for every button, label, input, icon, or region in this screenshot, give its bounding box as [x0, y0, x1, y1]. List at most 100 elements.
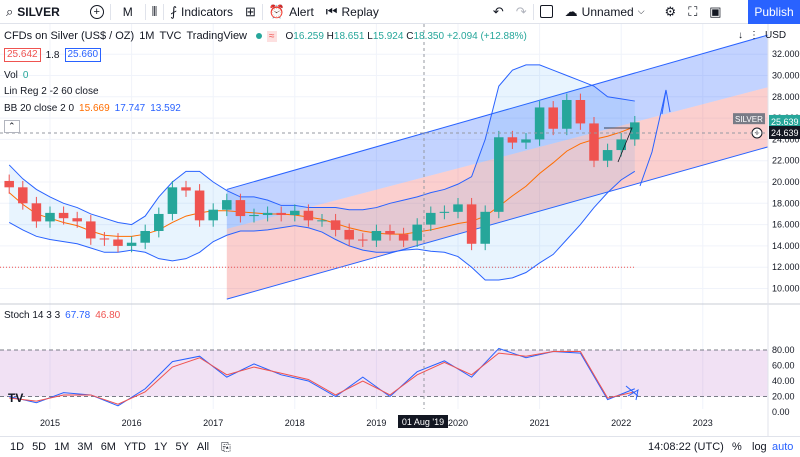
candle[interactable] [371, 224, 382, 247]
candle[interactable] [344, 223, 354, 246]
bb-lower-line[interactable] [8, 170, 636, 281]
candle[interactable] [194, 184, 205, 227]
chart-area[interactable]: 32.00030.00028.00026.00024.00022.00020.0… [0, 24, 800, 436]
range-button-6m[interactable]: 6M [100, 441, 116, 453]
candle[interactable] [480, 205, 490, 251]
candle[interactable] [466, 197, 477, 251]
candle[interactable] [181, 180, 191, 197]
candle[interactable] [562, 93, 572, 136]
range-button-1m[interactable]: 1M [54, 441, 70, 453]
candle[interactable] [18, 180, 28, 210]
chart-style-button[interactable]: ⫴ [146, 0, 163, 24]
candle[interactable] [126, 236, 137, 253]
candle[interactable] [521, 133, 531, 149]
arrow-down-icon[interactable]: ↓ [738, 30, 743, 41]
collapse-legend-button[interactable]: ⌃ [4, 120, 20, 133]
range-button-1y[interactable]: 1Y [153, 441, 168, 453]
layout-menu[interactable]: ☁ Unnamed ⌵ [559, 0, 651, 24]
candle[interactable] [330, 213, 341, 237]
candle[interactable] [507, 130, 518, 149]
interval-button[interactable]: M [111, 0, 145, 24]
sell-price-button[interactable]: 25.642 [4, 48, 41, 62]
candle[interactable] [113, 233, 123, 253]
select-layout-checkbox[interactable] [534, 0, 559, 24]
regression-lower-line[interactable] [226, 146, 769, 300]
bb-legend[interactable]: BB 20 close 2 0 15.669 17.747 13.592 [4, 103, 181, 114]
candle[interactable] [575, 93, 586, 130]
candle[interactable] [235, 193, 246, 223]
candle[interactable] [385, 224, 395, 241]
candle[interactable] [31, 196, 42, 228]
drawing-arrow-up[interactable] [639, 89, 667, 187]
log-toggle[interactable]: log [752, 441, 767, 453]
candle[interactable] [222, 193, 232, 217]
candle[interactable] [86, 215, 96, 245]
percent-toggle[interactable]: % [732, 441, 742, 453]
settings-button[interactable]: ⚙ [659, 0, 683, 24]
candle[interactable] [276, 206, 286, 222]
range-button-5y[interactable]: 5Y [175, 441, 189, 453]
volume-legend[interactable]: Vol 0 [4, 70, 28, 81]
candle[interactable] [58, 206, 69, 225]
drawing-stoch-arrow[interactable] [627, 388, 639, 401]
undo-button[interactable]: ↶ [487, 0, 510, 24]
range-button-5d[interactable]: 5D [32, 441, 47, 453]
candle[interactable] [140, 224, 150, 250]
candle[interactable] [72, 211, 82, 228]
auto-toggle[interactable]: auto [772, 441, 794, 453]
candle[interactable] [453, 197, 463, 219]
alert-button[interactable]: ⏰ Alert [263, 0, 320, 24]
candle[interactable] [208, 203, 218, 227]
candle[interactable] [317, 213, 327, 227]
drawing-triangle[interactable] [604, 127, 633, 163]
candle-body [31, 203, 42, 222]
compare-button[interactable]: + [84, 0, 110, 24]
candle[interactable] [45, 206, 55, 228]
stoch-line-k[interactable] [9, 347, 635, 407]
candle[interactable] [358, 233, 368, 247]
candle[interactable] [616, 133, 626, 157]
stoch-legend[interactable]: Stoch 14 3 3 67.78 46.80 [4, 310, 120, 321]
symbol-search[interactable]: ⌕ SILVER [0, 0, 66, 24]
publish-button[interactable]: Publish [748, 0, 800, 24]
redo-button[interactable]: ↷ [510, 0, 533, 24]
candle[interactable] [262, 206, 273, 222]
candle[interactable] [99, 232, 110, 246]
candle[interactable] [154, 207, 164, 238]
candle[interactable] [167, 180, 178, 221]
bb-upper-line[interactable] [8, 64, 635, 226]
stoch-tick-label: 60.00 [772, 361, 795, 371]
candle[interactable] [303, 204, 314, 227]
candle[interactable] [548, 101, 558, 136]
currency-select[interactable]: USD [765, 30, 787, 41]
range-button-all[interactable]: All [196, 441, 210, 453]
range-button-1d[interactable]: 1D [10, 441, 25, 453]
candle[interactable] [439, 205, 450, 220]
candle[interactable] [290, 204, 300, 222]
candle[interactable] [602, 143, 613, 168]
range-button-ytd[interactable]: YTD [123, 441, 146, 453]
candle[interactable] [4, 174, 14, 194]
close-value: 18.350 [413, 30, 445, 42]
candle[interactable] [589, 117, 599, 168]
range-button-3m[interactable]: 3M [77, 441, 93, 453]
snapshot-button[interactable]: ▣ [703, 0, 727, 24]
candle[interactable] [630, 115, 640, 146]
candle[interactable] [534, 101, 545, 146]
candle[interactable] [494, 130, 504, 219]
buy-price-button[interactable]: 25.660 [64, 48, 102, 62]
clock-label[interactable]: 14:08:22 (UTC) [648, 441, 724, 453]
candle[interactable] [426, 206, 436, 231]
linreg-legend[interactable]: Lin Reg 2 -2 60 close [4, 86, 99, 97]
candle[interactable] [249, 208, 259, 223]
templates-button[interactable]: ⊞ [239, 0, 262, 24]
menu-dots-icon[interactable]: ⋮ [749, 30, 759, 41]
replay-button[interactable]: ⏮ Replay [320, 0, 385, 24]
fullscreen-button[interactable]: ⛶ [682, 0, 703, 24]
candle[interactable] [398, 227, 409, 247]
calendar-icon[interactable]: ⎘ [221, 439, 231, 454]
indicators-button[interactable]: ⨏ Indicators [164, 0, 239, 24]
stoch-line-d[interactable] [9, 351, 635, 405]
regression-upper-line[interactable] [226, 34, 769, 190]
candle[interactable] [412, 218, 422, 247]
